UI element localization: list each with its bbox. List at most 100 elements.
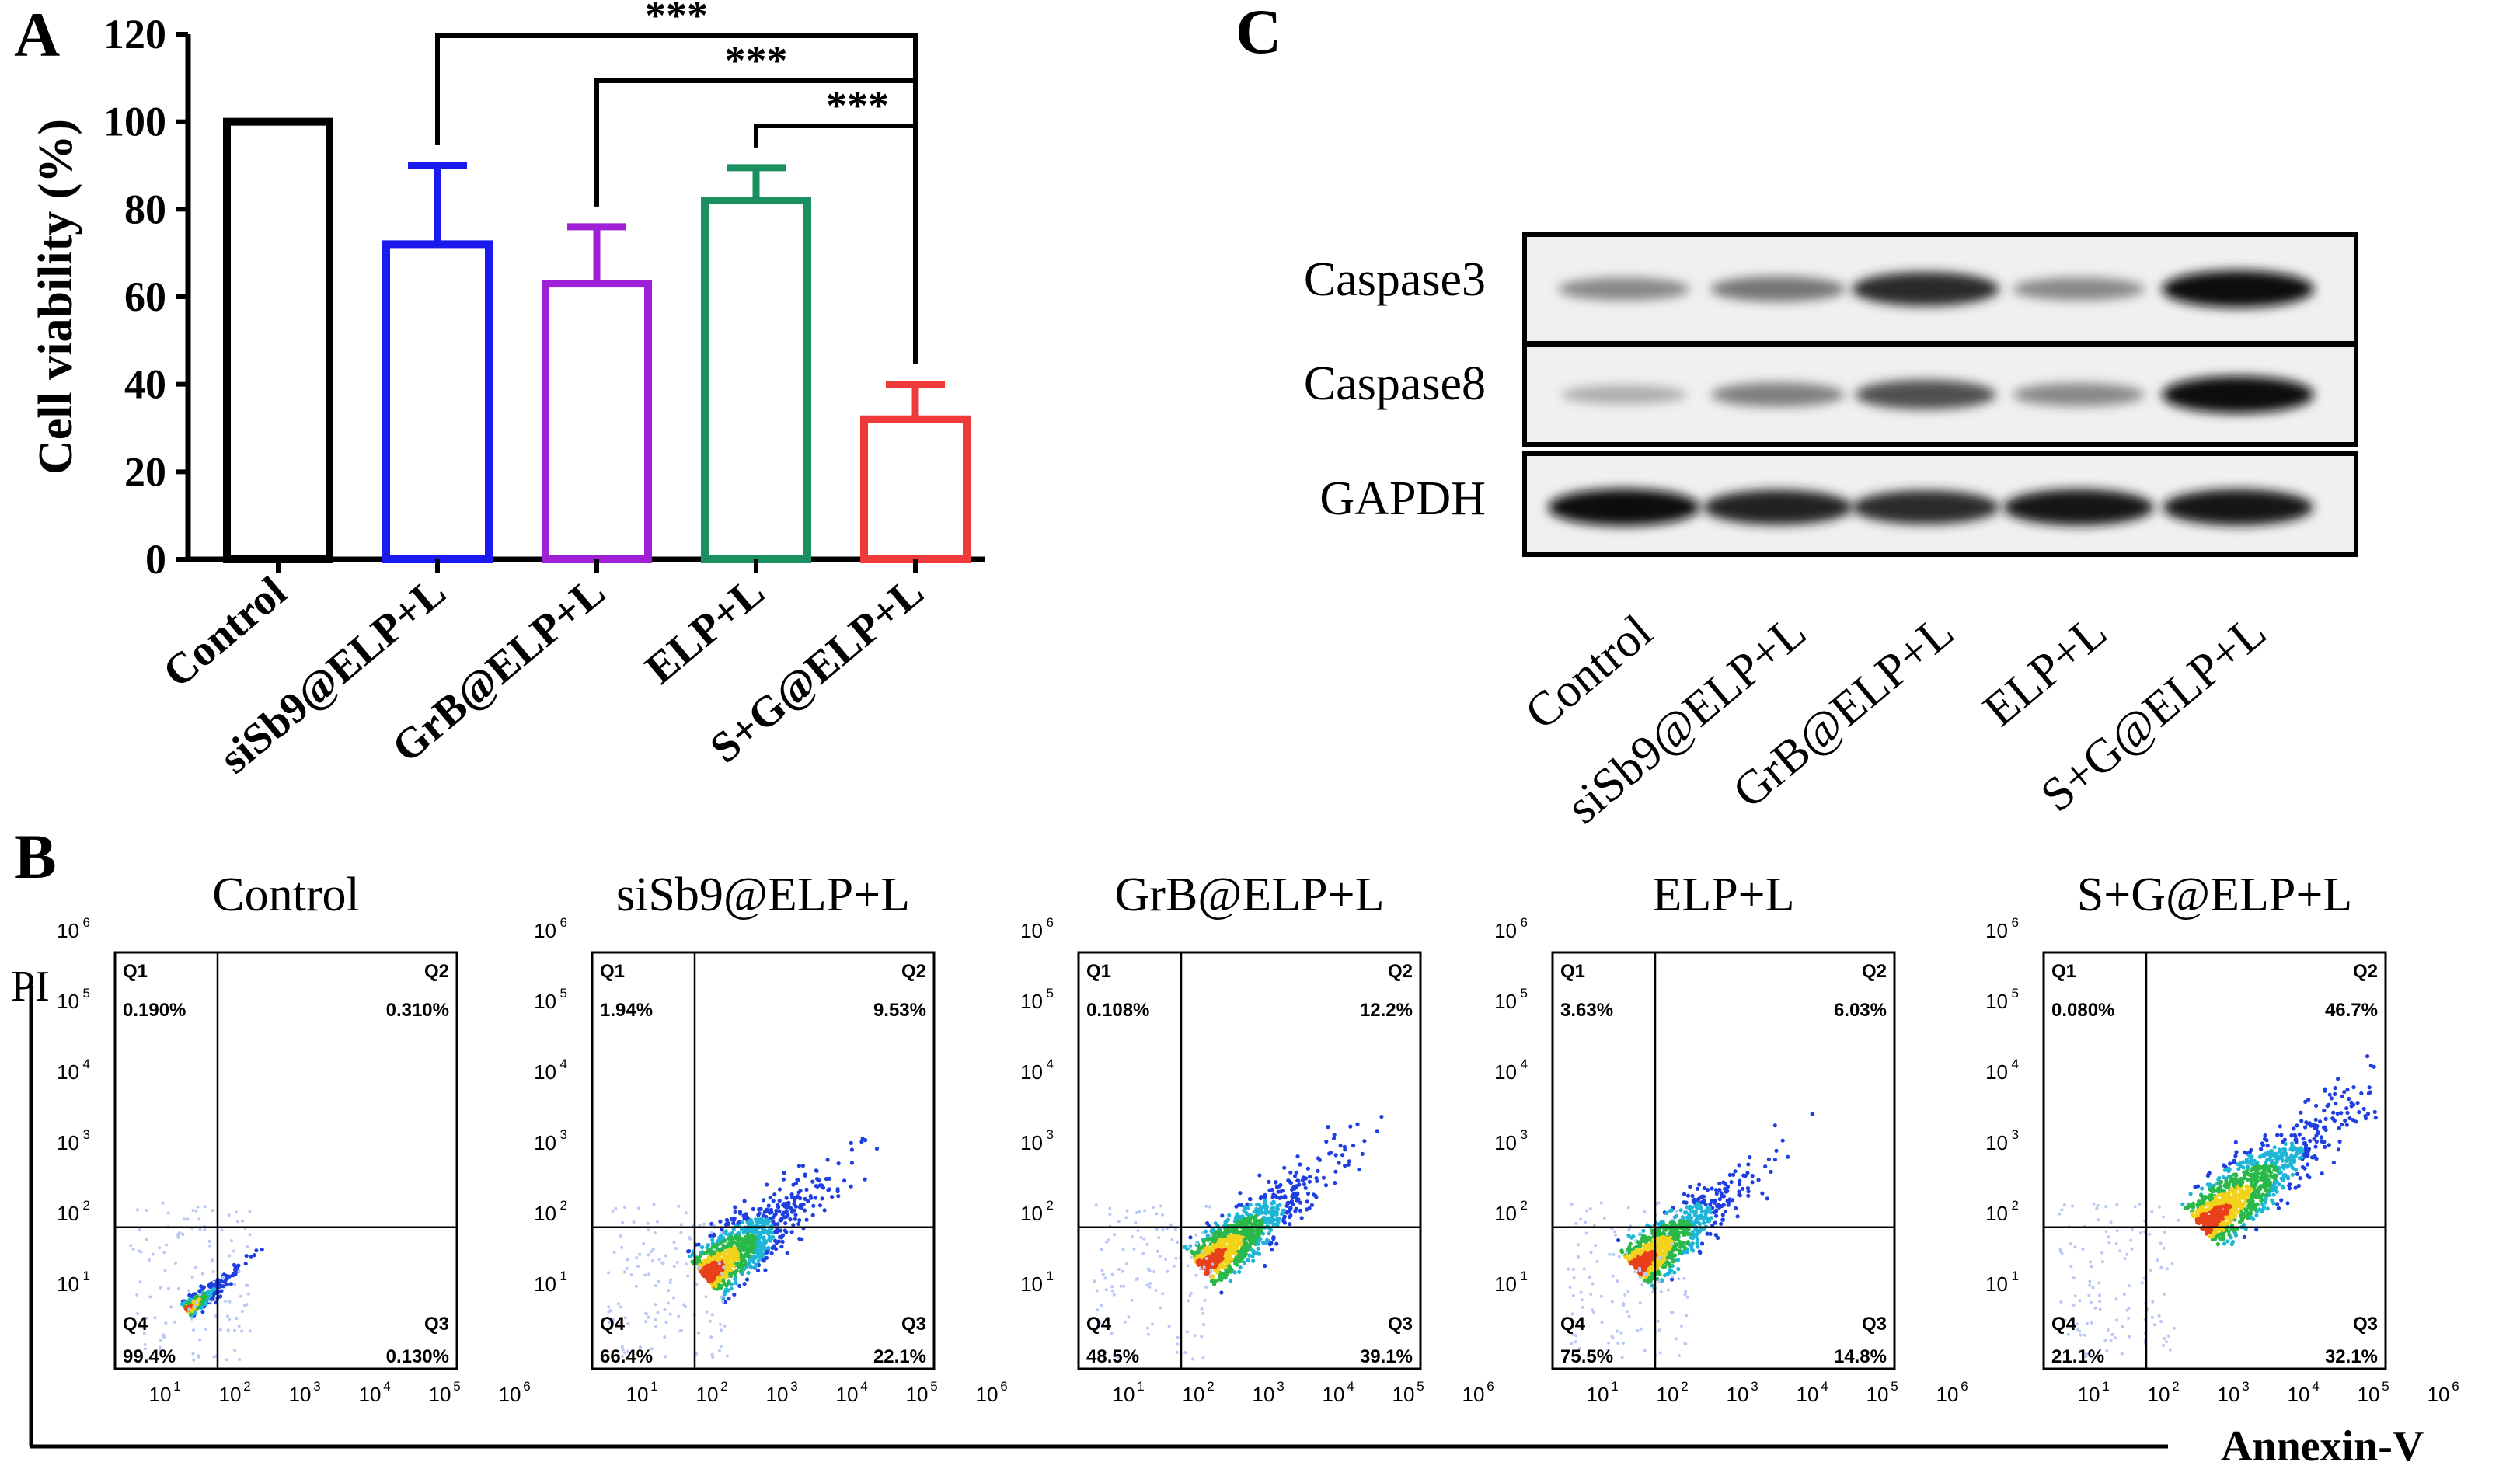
event-dot	[2209, 1196, 2215, 1200]
event-dot	[2345, 1110, 2350, 1116]
event-dot	[1309, 1203, 1314, 1207]
tick-exponent: 5	[1521, 986, 1528, 1001]
event-dot	[1664, 1261, 1669, 1265]
event-dot	[182, 1300, 186, 1305]
plot-frame	[1077, 951, 1422, 1370]
event-dot	[173, 1320, 176, 1324]
event-dot	[747, 1245, 751, 1250]
event-dot	[1769, 1169, 1773, 1174]
event-dot	[229, 1239, 233, 1243]
event-dot	[727, 1253, 731, 1258]
event-dot	[197, 1297, 202, 1302]
event-dot	[704, 1265, 709, 1270]
event-dot	[1189, 1291, 1193, 1295]
event-dot	[2340, 1123, 2344, 1127]
tick-exponent: 2	[83, 1198, 90, 1213]
event-dot	[1707, 1206, 1712, 1211]
event-dot	[849, 1147, 854, 1152]
quadrant-label: Q4	[1560, 1314, 1586, 1335]
event-dot	[706, 1256, 711, 1261]
event-dot	[698, 1254, 702, 1258]
event-dot	[740, 1227, 744, 1232]
event-dot	[612, 1251, 616, 1255]
quadrant-percentage: 46.7%	[2325, 1000, 2378, 1021]
tick-exponent: 2	[1207, 1379, 1214, 1394]
event-dot	[1131, 1234, 1134, 1238]
event-dot	[2259, 1172, 2264, 1177]
event-dot	[732, 1271, 737, 1276]
event-dot	[755, 1269, 761, 1273]
event-dot	[723, 1229, 728, 1234]
event-dot	[2290, 1141, 2295, 1146]
event-dot	[647, 1272, 651, 1276]
y-tick-label: 20	[124, 448, 166, 495]
event-dot	[664, 1355, 667, 1359]
tick-base: 10	[1494, 1272, 1517, 1296]
event-dot	[1765, 1196, 1769, 1201]
event-dot	[1158, 1255, 1162, 1258]
event-dot	[153, 1316, 157, 1320]
event-dot	[2152, 1323, 2156, 1327]
event-dot	[622, 1351, 626, 1355]
event-dot	[793, 1213, 798, 1217]
event-dot	[237, 1269, 241, 1273]
event-dot	[2299, 1110, 2303, 1115]
event-dot	[145, 1238, 148, 1241]
event-dot	[1362, 1139, 1367, 1144]
event-dot	[1204, 1257, 1208, 1260]
event-dot	[1651, 1290, 1655, 1294]
event-dot	[1684, 1342, 1688, 1345]
event-dot	[2238, 1203, 2243, 1207]
event-dot	[1696, 1245, 1700, 1249]
event-dot	[744, 1277, 750, 1282]
event-dot	[2297, 1132, 2302, 1137]
x-tick-label: 10 3	[2218, 1379, 2250, 1406]
event-dot	[1659, 1255, 1663, 1259]
event-dot	[2103, 1339, 2107, 1342]
event-dot	[2349, 1104, 2354, 1109]
y-tick-label: 10 1	[1985, 1269, 2019, 1296]
event-dot	[1190, 1255, 1193, 1259]
y-tick-label: 10 3	[57, 1127, 90, 1154]
x-tick-label: 10 5	[906, 1379, 938, 1406]
event-dot	[1719, 1221, 1724, 1226]
event-dot	[1659, 1290, 1663, 1294]
event-dot	[2278, 1124, 2282, 1129]
y-tick-label: 10 2	[1985, 1198, 2019, 1225]
event-dot	[2271, 1201, 2276, 1206]
event-dot	[2357, 1110, 2361, 1115]
event-dot	[1599, 1294, 1603, 1298]
event-dot	[2314, 1157, 2319, 1161]
event-dot	[2308, 1139, 2313, 1144]
event-dot	[672, 1265, 676, 1269]
event-dot	[734, 1281, 738, 1286]
event-dot	[1148, 1269, 1152, 1272]
event-dot	[1639, 1327, 1643, 1331]
event-dot	[798, 1196, 803, 1201]
event-dot	[2359, 1091, 2364, 1096]
event-dot	[2104, 1205, 2108, 1209]
event-dot	[719, 1285, 723, 1290]
event-dot	[654, 1303, 657, 1307]
x-tick-label: 10 5	[2358, 1379, 2389, 1406]
event-dot	[779, 1217, 784, 1221]
x-tick-label: 10 5	[429, 1379, 461, 1406]
tick-base: 10	[57, 1131, 79, 1154]
event-dot	[1735, 1214, 1740, 1219]
tick-exponent: 2	[1681, 1379, 1688, 1394]
event-dot	[2219, 1189, 2224, 1193]
event-dot	[200, 1300, 204, 1304]
x-tick-label: 10 4	[359, 1379, 391, 1406]
quadrant-percentage: 48.5%	[1086, 1346, 1139, 1367]
event-dot	[163, 1269, 167, 1272]
tick-exponent: 1	[2012, 1269, 2019, 1283]
event-dot	[836, 1161, 841, 1166]
event-dot	[1230, 1238, 1235, 1243]
tick-base: 10	[1727, 1383, 1749, 1406]
event-dot	[710, 1352, 714, 1356]
event-dot	[729, 1268, 734, 1272]
event-dot	[227, 1213, 231, 1217]
event-dot	[2272, 1161, 2277, 1166]
event-dot	[2078, 1299, 2082, 1303]
event-dot	[1291, 1193, 1295, 1198]
